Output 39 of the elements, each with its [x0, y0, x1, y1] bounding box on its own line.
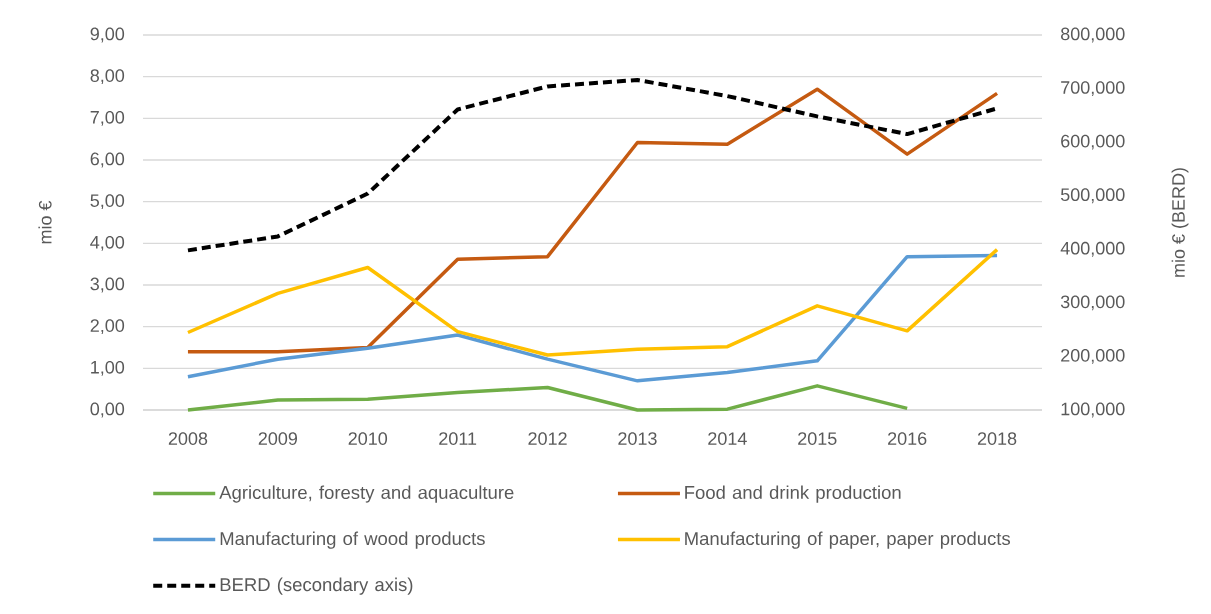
y2-axis-title: mio € (BERD) [1171, 168, 1189, 277]
y2-tick-label: 200,000 [1061, 349, 1125, 364]
y-tick-label: 8,00 [90, 69, 125, 85]
x-tick-label: 2010 [348, 432, 388, 445]
x-tick-label: 2018 [977, 432, 1017, 445]
y-tick-label: 1,00 [91, 360, 125, 376]
y2-tick-label: 600,000 [1061, 134, 1125, 150]
line-series [186, 384, 909, 412]
y2-tick-label: 700,000 [1061, 81, 1125, 96]
y-tick-label: 9,00 [90, 27, 125, 43]
x-tick-label: 2009 [258, 432, 298, 445]
line-series [186, 247, 999, 357]
legend-label: Agriculture, foresty and aquaculture [219, 485, 514, 503]
x-tick-label: 2008 [168, 432, 208, 445]
legend-label: Manufacturing of paper, paper products [685, 531, 1011, 549]
y2-tick-label: 500,000 [1060, 188, 1125, 204]
legend-label: Manufacturing of wood products [220, 531, 485, 549]
legend-label: BERD (secondary axis) [220, 577, 413, 595]
x-tick-label: 2016 [888, 432, 927, 445]
legend-label: Food and drink production [685, 485, 901, 503]
y2-tick-label: 400,000 [1060, 241, 1125, 257]
line-series [186, 87, 999, 354]
y-tick-label: 2,00 [90, 319, 125, 335]
y2-tick-label: 800,000 [1061, 27, 1125, 43]
x-tick-label: 2011 [439, 432, 477, 445]
y2-tick-label: 100,000 [1061, 402, 1125, 418]
y2-tick-label: 300,000 [1060, 295, 1125, 311]
line-series [186, 253, 999, 383]
x-tick-label: 2012 [528, 432, 567, 445]
y-tick-label: 3,00 [90, 277, 125, 293]
y-tick-label: 0,00 [90, 402, 125, 418]
y-tick-label: 5,00 [90, 194, 125, 210]
y-tick-label: 7,00 [90, 110, 125, 126]
x-tick-label: 2013 [618, 432, 657, 445]
x-tick-label: 2015 [798, 432, 837, 445]
x-tick-label: 2014 [708, 432, 747, 445]
y-tick-label: 4,00 [90, 235, 125, 251]
y-axis-title: mio € [38, 200, 52, 244]
y-tick-label: 6,00 [90, 152, 125, 168]
